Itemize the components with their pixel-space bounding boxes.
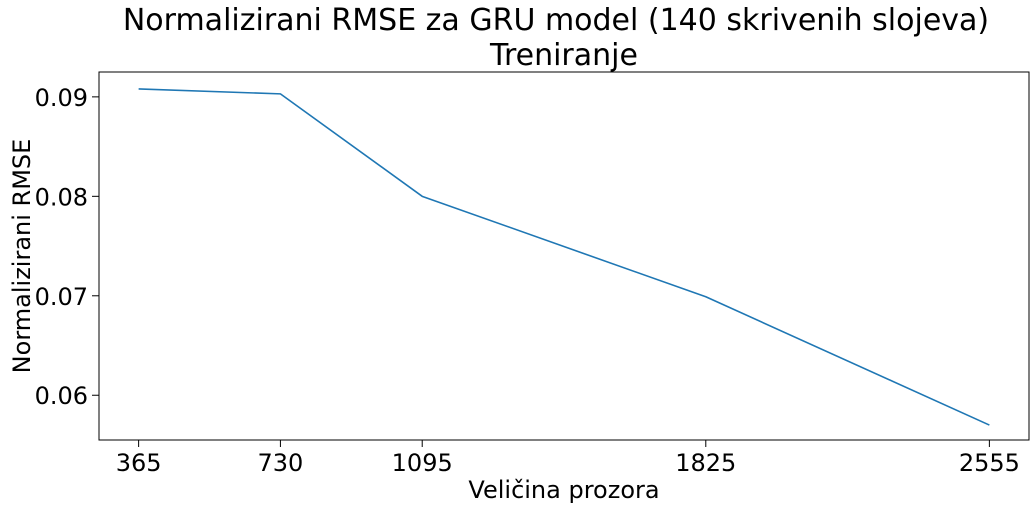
plot-area [138,88,990,426]
x-tick-label: 1095 [392,449,453,477]
x-axis-label: Veličina prozora [468,476,659,504]
x-tick-label: 1825 [675,449,736,477]
x-tick-label: 2555 [959,449,1020,477]
series-line-0 [138,88,990,426]
y-axis: 0.06 0.07 0.08 0.09 [35,84,99,410]
chart-subtitle: Treniranje [489,38,638,73]
plot-frame [98,71,1030,441]
x-tick-label: 365 [116,449,162,477]
y-tick-label: 0.09 [35,84,88,112]
y-tick-label: 0.07 [35,283,88,311]
x-axis: 365 730 1095 1825 2555 [116,440,1020,477]
x-tick-label: 730 [258,449,304,477]
y-axis-label: Normalizirani RMSE [8,139,36,374]
y-tick-label: 0.06 [35,382,88,410]
y-tick-label: 0.08 [35,183,88,211]
chart-title: Normalizirani RMSE za GRU model (140 skr… [123,3,989,38]
